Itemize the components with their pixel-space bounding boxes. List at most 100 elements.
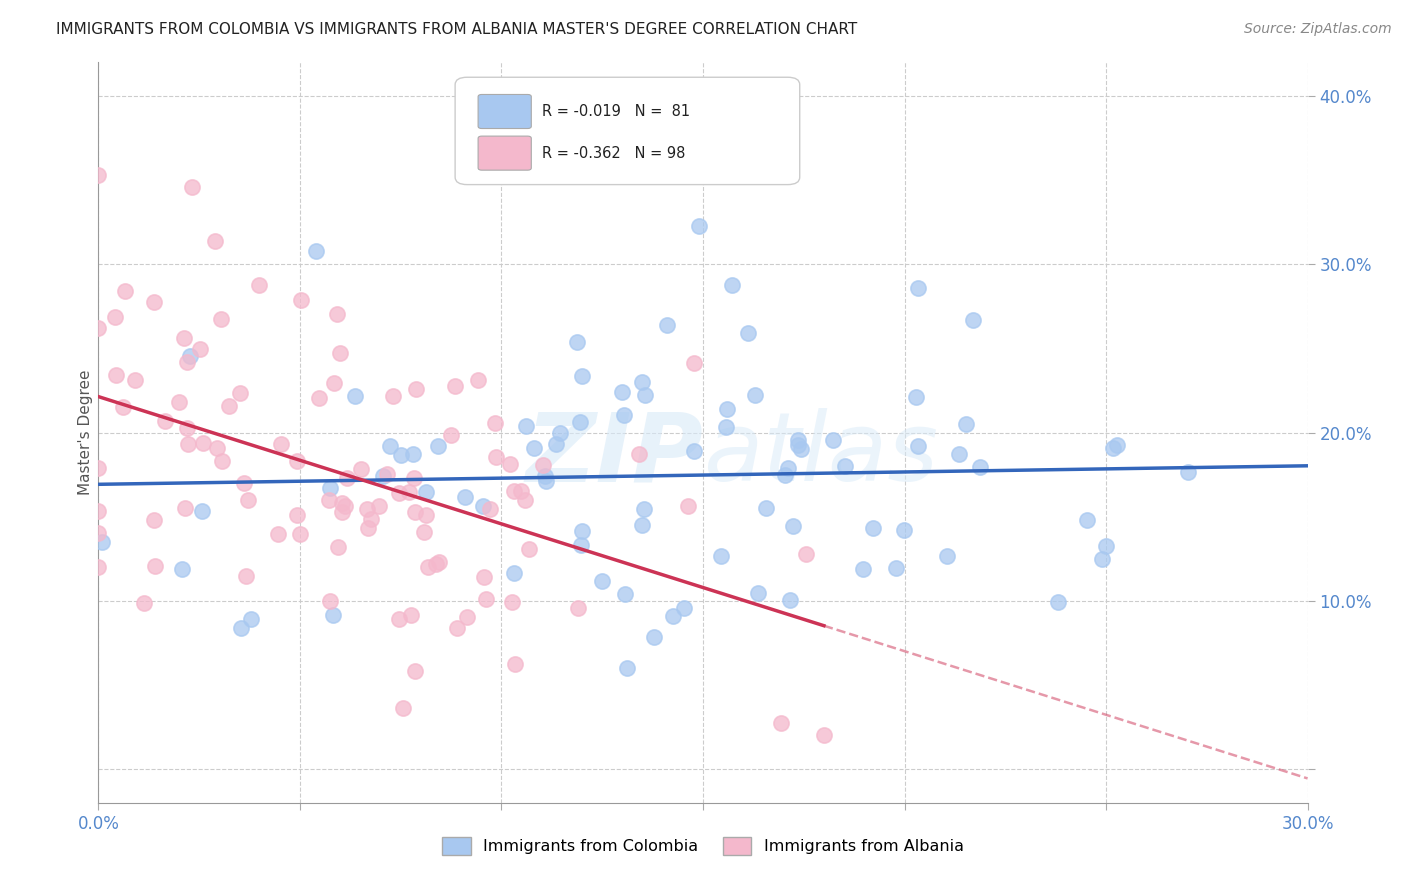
Point bbox=[373, 468, 395, 483]
Point bbox=[247, 278, 270, 293]
Point bbox=[335, 500, 357, 514]
Point bbox=[655, 318, 678, 333]
Point bbox=[682, 444, 704, 458]
Point bbox=[111, 400, 134, 414]
Point bbox=[205, 441, 228, 455]
Point bbox=[907, 281, 929, 295]
Point bbox=[288, 526, 311, 541]
Point bbox=[132, 596, 155, 610]
Point bbox=[509, 483, 531, 498]
Point bbox=[813, 729, 835, 743]
Point bbox=[368, 500, 391, 514]
Point bbox=[356, 501, 378, 516]
Point bbox=[634, 388, 657, 402]
Point bbox=[969, 459, 991, 474]
Point bbox=[350, 462, 373, 476]
Point bbox=[472, 570, 495, 584]
Point bbox=[190, 503, 212, 517]
Point bbox=[503, 566, 526, 581]
Point bbox=[218, 399, 240, 413]
Point bbox=[862, 521, 884, 535]
Point bbox=[886, 561, 908, 575]
Point bbox=[456, 610, 478, 624]
Point bbox=[176, 355, 198, 369]
Point bbox=[181, 180, 204, 194]
Point bbox=[319, 594, 342, 608]
Point bbox=[485, 450, 508, 464]
Point bbox=[236, 492, 259, 507]
Point bbox=[388, 612, 411, 626]
Point bbox=[319, 481, 342, 495]
Point bbox=[427, 555, 450, 569]
Point bbox=[472, 499, 495, 513]
Point bbox=[721, 277, 744, 292]
Point bbox=[381, 389, 404, 403]
Point bbox=[744, 388, 766, 402]
Point bbox=[716, 401, 738, 416]
Point bbox=[444, 379, 467, 393]
Point bbox=[1177, 465, 1199, 479]
Point bbox=[391, 448, 413, 462]
Point bbox=[852, 562, 875, 576]
Point bbox=[142, 294, 165, 309]
Point bbox=[534, 469, 557, 483]
Point bbox=[401, 607, 423, 622]
Text: R = -0.019   N =  81: R = -0.019 N = 81 bbox=[543, 104, 690, 119]
Point bbox=[360, 512, 382, 526]
Point bbox=[426, 439, 449, 453]
Point bbox=[613, 587, 636, 601]
Point bbox=[479, 502, 502, 516]
Point bbox=[104, 310, 127, 325]
Point bbox=[318, 493, 340, 508]
Y-axis label: Master's Degree: Master's Degree bbox=[77, 370, 93, 495]
Point bbox=[775, 467, 797, 482]
FancyBboxPatch shape bbox=[478, 136, 531, 170]
Point bbox=[305, 244, 328, 258]
Point bbox=[87, 460, 110, 475]
Point bbox=[412, 525, 434, 540]
Point bbox=[87, 320, 110, 334]
Point bbox=[613, 408, 636, 422]
Point bbox=[661, 609, 683, 624]
Point bbox=[569, 538, 592, 552]
Point bbox=[416, 560, 439, 574]
Point bbox=[285, 454, 308, 468]
Point bbox=[104, 368, 127, 382]
FancyBboxPatch shape bbox=[478, 95, 531, 128]
Point bbox=[503, 657, 526, 671]
Point bbox=[326, 307, 349, 321]
Point bbox=[776, 461, 799, 475]
Point bbox=[517, 541, 540, 556]
Point bbox=[267, 526, 290, 541]
Point bbox=[769, 715, 792, 730]
Point bbox=[628, 447, 651, 461]
Point bbox=[630, 517, 652, 532]
Point bbox=[405, 383, 427, 397]
Point bbox=[114, 285, 136, 299]
Point bbox=[1047, 595, 1070, 609]
Point bbox=[402, 447, 425, 461]
Point bbox=[188, 343, 211, 357]
Point bbox=[515, 418, 537, 433]
Point bbox=[329, 345, 352, 359]
Point bbox=[415, 508, 437, 522]
Point bbox=[534, 474, 557, 488]
Point bbox=[569, 415, 592, 429]
Point bbox=[454, 490, 477, 504]
Point bbox=[790, 442, 813, 457]
Point bbox=[388, 485, 411, 500]
Point bbox=[357, 521, 380, 535]
Point bbox=[1105, 437, 1128, 451]
Point bbox=[710, 549, 733, 563]
Point bbox=[440, 428, 463, 442]
Point bbox=[1095, 539, 1118, 553]
Point bbox=[834, 458, 856, 473]
Point bbox=[87, 169, 110, 183]
Point bbox=[233, 476, 256, 491]
Point bbox=[330, 496, 353, 510]
Point bbox=[779, 592, 801, 607]
Point bbox=[404, 505, 426, 519]
Point bbox=[235, 569, 257, 583]
Point bbox=[523, 441, 546, 455]
Point bbox=[87, 560, 110, 574]
